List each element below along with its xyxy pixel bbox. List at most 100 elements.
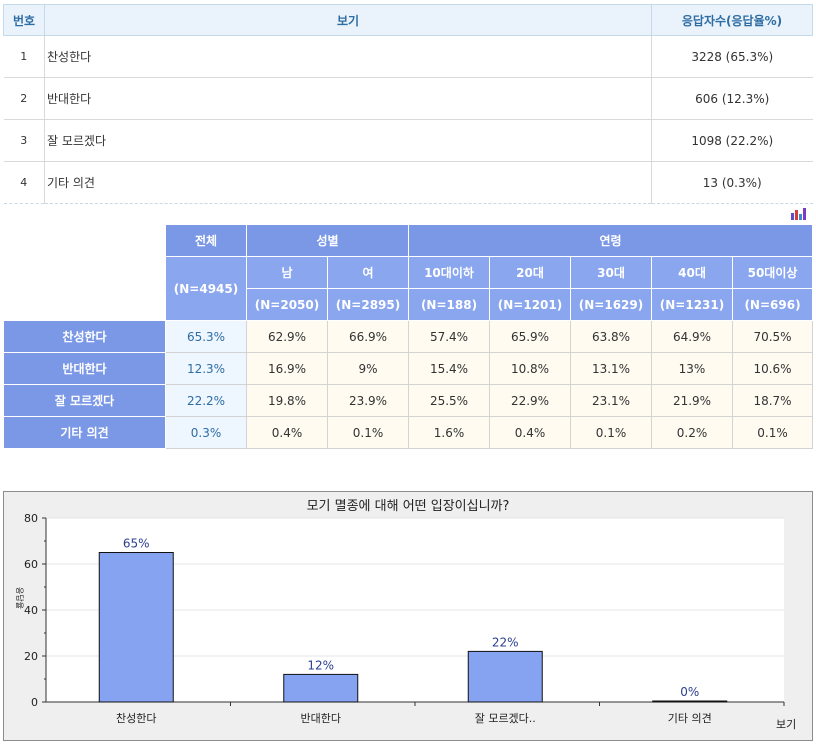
crosstab-cell: 0.1% bbox=[327, 416, 409, 449]
y-axis-label: 응답율 bbox=[15, 587, 25, 609]
age-col-label: 50대이상 bbox=[731, 256, 814, 289]
response-table: 번호 보기 응답자수(응답율%) 1 찬성한다 3228 (65.3%) 2 반대한다 6… bbox=[3, 4, 813, 204]
age-col-label: 40대 bbox=[651, 256, 733, 289]
response-count: 1098 (22.2%) bbox=[651, 119, 813, 162]
header-option: 보기 bbox=[44, 4, 652, 36]
age-col-label: 10대이하 bbox=[408, 256, 490, 289]
x-tick-label: 반대한다 bbox=[301, 712, 341, 725]
bar-data-label: 22% bbox=[492, 635, 519, 649]
crosstab-header-row: 전체 성별 연령 bbox=[3, 224, 814, 321]
crosstab-cell: 66.9% bbox=[327, 320, 409, 353]
crosstab-total-cell: 12.3% bbox=[165, 352, 247, 385]
crosstab-table: 전체 성별 연령 (N=4945) 남 여 10대이하 20대 30대 40대 50대이상 (N=20… bbox=[3, 224, 814, 449]
crosstab-cell: 23.1% bbox=[570, 384, 652, 417]
bar-data-label: 65% bbox=[123, 537, 150, 551]
bar-chart-svg: 모기 멸종에 대해 어떤 입장이십니까? 0 20 40 60 80 응답율 65% 찬성한다 1… bbox=[15, 499, 796, 731]
response-count: 13 (0.3%) bbox=[651, 161, 813, 204]
crosstab-cell: 1.6% bbox=[408, 416, 490, 449]
age-col-label: 30대 bbox=[570, 256, 652, 289]
y-tick-label: 60 bbox=[24, 558, 38, 571]
bar-chart-icon[interactable] bbox=[790, 207, 808, 220]
response-row: 1 찬성한다 3228 (65.3%) bbox=[3, 35, 813, 78]
age-col-n: (N=188) bbox=[408, 288, 490, 321]
crosstab-cell: 64.9% bbox=[651, 320, 733, 353]
y-tick-label: 0 bbox=[31, 696, 38, 709]
y-tick-label: 80 bbox=[24, 512, 38, 525]
x-axis-label: 보기 bbox=[776, 718, 796, 731]
age-col-label: 20대 bbox=[489, 256, 571, 289]
crosstab-total-cell: 22.2% bbox=[165, 384, 247, 417]
crosstab-cell: 62.9% bbox=[246, 320, 328, 353]
total-header: 전체 bbox=[165, 224, 247, 257]
response-count: 3228 (65.3%) bbox=[651, 35, 813, 78]
crosstab-row-label: 반대한다 bbox=[3, 352, 166, 385]
crosstab-cell: 13.1% bbox=[570, 352, 652, 385]
crosstab-row-label: 찬성한다 bbox=[3, 320, 166, 353]
crosstab-cell: 16.9% bbox=[246, 352, 328, 385]
crosstab-cell: 21.9% bbox=[651, 384, 733, 417]
crosstab-cell: 57.4% bbox=[408, 320, 490, 353]
crosstab-cell: 0.2% bbox=[651, 416, 733, 449]
crosstab-cell: 9% bbox=[327, 352, 409, 385]
age-header: 연령 bbox=[407, 224, 814, 257]
response-no: 4 bbox=[3, 161, 45, 204]
crosstab-corner bbox=[3, 224, 166, 321]
bar bbox=[652, 700, 728, 703]
crosstab-cell: 23.9% bbox=[327, 384, 409, 417]
crosstab-cell: 70.5% bbox=[731, 320, 814, 353]
age-col-n: (N=696) bbox=[731, 288, 814, 321]
crosstab-cell: 19.8% bbox=[246, 384, 328, 417]
bar bbox=[283, 673, 359, 703]
x-tick-label: 찬성한다 bbox=[116, 711, 156, 725]
chart-title: 모기 멸종에 대해 어떤 입장이십니까? bbox=[307, 499, 510, 514]
crosstab-cell: 15.4% bbox=[408, 352, 490, 385]
age-col-n: (N=1629) bbox=[570, 288, 652, 321]
response-no: 1 bbox=[3, 35, 45, 78]
response-no: 3 bbox=[3, 119, 45, 162]
crosstab-cell: 0.4% bbox=[246, 416, 328, 449]
crosstab-cell: 18.7% bbox=[731, 384, 814, 417]
response-option: 잘 모르겠다 bbox=[44, 119, 652, 162]
gender-header: 성별 bbox=[246, 224, 409, 257]
age-col-n: (N=1231) bbox=[651, 288, 733, 321]
crosstab-row-label: 잘 모르겠다 bbox=[3, 384, 166, 417]
crosstab-cell: 22.9% bbox=[489, 384, 571, 417]
bar-data-label: 12% bbox=[307, 658, 334, 672]
crosstab-cell: 10.8% bbox=[489, 352, 571, 385]
crosstab-row: 잘 모르겠다 22.2% 19.8% 23.9% 25.5% 22.9% 23.1% 21.9… bbox=[3, 384, 814, 417]
gender-col-label: 남 bbox=[246, 256, 328, 289]
total-n: (N=4945) bbox=[165, 256, 247, 321]
response-option: 반대한다 bbox=[44, 77, 652, 120]
age-col-n: (N=1201) bbox=[489, 288, 571, 321]
crosstab-row: 찬성한다 65.3% 62.9% 66.9% 57.4% 65.9% 63.8% 64.9% 7… bbox=[3, 320, 814, 353]
gender-col-label: 여 bbox=[327, 256, 409, 289]
response-option: 찬성한다 bbox=[44, 35, 652, 78]
crosstab-n-row: (N=2050) (N=2895) (N=188) (N=1201) (N=1629)(… bbox=[4, 288, 814, 321]
header-no: 번호 bbox=[3, 4, 45, 36]
crosstab-cell: 10.6% bbox=[731, 352, 814, 385]
response-table-header: 번호 보기 응답자수(응답율%) bbox=[3, 4, 813, 36]
crosstab-subheader-row: (N=4945) 남 여 10대이하 20대 30대 40대 50대이상 bbox=[4, 256, 814, 321]
crosstab-cell: 0.1% bbox=[731, 416, 814, 449]
bar bbox=[98, 552, 174, 703]
crosstab-cell: 65.9% bbox=[489, 320, 571, 353]
x-tick-label: 잘 모르겠다.. bbox=[475, 712, 536, 725]
crosstab-cell: 13% bbox=[651, 352, 733, 385]
crosstab-cell: 0.4% bbox=[489, 416, 571, 449]
response-no: 2 bbox=[3, 77, 45, 120]
crosstab-cell: 25.5% bbox=[408, 384, 490, 417]
response-row: 4 기타 의견 13 (0.3%) bbox=[3, 161, 813, 204]
crosstab-total-cell: 65.3% bbox=[165, 320, 247, 353]
response-option: 기타 의견 bbox=[44, 161, 652, 204]
y-tick-label: 40 bbox=[24, 604, 38, 617]
bar-chart: 모기 멸종에 대해 어떤 입장이십니까? 0 20 40 60 80 응답율 65% 찬성한다 1… bbox=[3, 491, 813, 741]
crosstab-cell: 63.8% bbox=[570, 320, 652, 353]
gender-col-n: (N=2050) bbox=[246, 288, 328, 321]
crosstab-cell: 0.1% bbox=[570, 416, 652, 449]
y-tick-label: 20 bbox=[24, 650, 38, 663]
response-row: 2 반대한다 606 (12.3%) bbox=[3, 77, 813, 120]
x-tick-label: 기타 의견 bbox=[668, 712, 712, 725]
crosstab-row: 반대한다 12.3% 16.9% 9% 15.4% 10.8% 13.1% 13% 10.6% bbox=[3, 352, 814, 385]
crosstab-row: 기타 의견 0.3% 0.4% 0.1% 1.6% 0.4% 0.1% 0.2% 0.1% bbox=[3, 416, 814, 449]
